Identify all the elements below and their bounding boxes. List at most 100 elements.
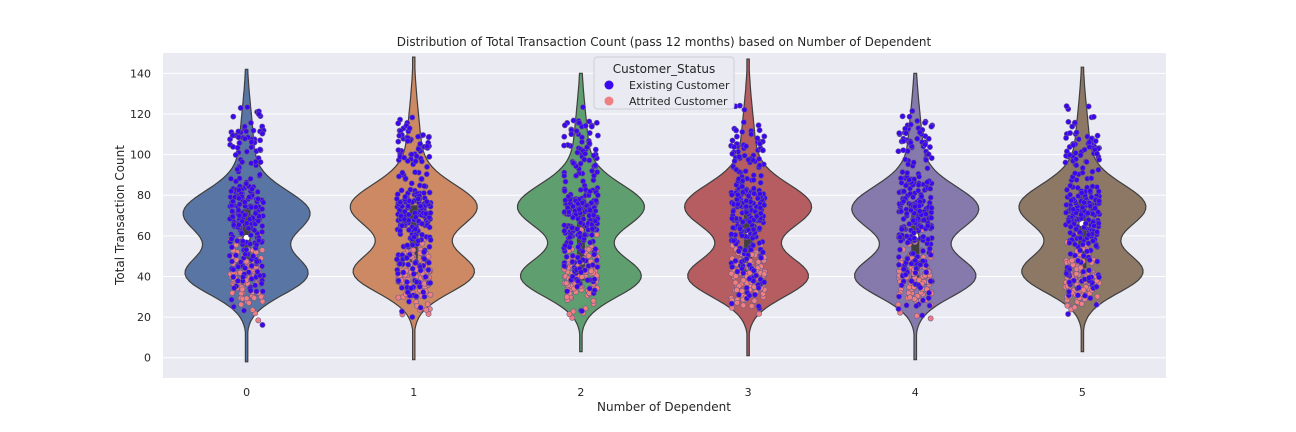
point-existing-4: [895, 148, 902, 155]
point-existing-1: [415, 146, 422, 152]
point-existing-4: [904, 170, 911, 176]
point-existing-5: [1096, 198, 1103, 204]
point-existing-4: [926, 289, 932, 296]
point-existing-1: [415, 237, 422, 244]
point-existing-3: [743, 284, 750, 291]
point-existing-2: [590, 152, 597, 159]
point-attrited-3: [734, 299, 740, 306]
point-existing-3: [733, 127, 739, 134]
point-existing-5: [1087, 295, 1094, 302]
point-existing-1: [409, 314, 416, 320]
point-existing-5: [1085, 231, 1092, 238]
point-attrited-3: [733, 287, 740, 293]
point-existing-3: [743, 203, 750, 210]
point-existing-4: [896, 130, 903, 137]
point-existing-3: [750, 172, 757, 179]
point-existing-0: [248, 144, 255, 151]
point-existing-5: [1063, 135, 1069, 141]
point-existing-4: [925, 151, 932, 158]
point-existing-1: [411, 234, 418, 241]
point-existing-4: [916, 129, 923, 136]
point-existing-2: [561, 122, 568, 129]
point-existing-5: [1067, 251, 1074, 257]
point-existing-0: [257, 146, 263, 153]
point-existing-1: [417, 304, 424, 311]
point-existing-0: [252, 210, 259, 217]
point-existing-5: [1094, 258, 1101, 265]
point-existing-4: [910, 250, 917, 257]
point-existing-3: [728, 231, 735, 238]
point-existing-4: [910, 194, 916, 201]
point-existing-0: [254, 188, 261, 195]
point-existing-1: [405, 261, 412, 268]
point-existing-0: [228, 296, 235, 303]
point-existing-0: [237, 105, 244, 111]
point-existing-4: [913, 303, 920, 309]
point-existing-4: [920, 297, 926, 304]
point-existing-5: [1090, 113, 1097, 120]
point-existing-1: [406, 227, 412, 233]
point-existing-0: [239, 238, 246, 245]
point-existing-4: [926, 302, 933, 309]
point-existing-0: [231, 285, 238, 291]
point-existing-2: [575, 278, 581, 285]
point-existing-3: [741, 106, 748, 113]
point-existing-4: [906, 177, 913, 183]
point-attrited-5: [1073, 270, 1080, 277]
point-existing-5: [1077, 247, 1084, 254]
point-existing-4: [925, 236, 932, 243]
point-existing-0: [230, 266, 237, 273]
point-attrited-5: [1078, 300, 1085, 307]
point-existing-3: [736, 153, 743, 160]
point-attrited-4: [907, 294, 913, 301]
point-existing-1: [426, 224, 433, 231]
point-existing-0: [241, 212, 248, 218]
point-attrited-3: [732, 279, 739, 286]
point-existing-3: [757, 210, 764, 217]
point-existing-0: [235, 128, 242, 135]
point-existing-0: [255, 195, 261, 202]
point-existing-4: [924, 179, 931, 186]
point-existing-2: [561, 228, 568, 234]
point-existing-5: [1086, 257, 1093, 263]
point-existing-4: [928, 204, 935, 211]
point-existing-0: [252, 158, 259, 165]
point-existing-4: [903, 302, 910, 309]
point-existing-0: [253, 288, 260, 295]
point-existing-5: [1065, 311, 1071, 317]
point-existing-5: [1089, 168, 1096, 175]
point-existing-3: [754, 135, 761, 142]
point-existing-3: [728, 300, 735, 307]
point-existing-2: [569, 214, 576, 221]
point-existing-3: [730, 208, 737, 215]
point-existing-1: [422, 274, 429, 280]
point-existing-1: [413, 279, 420, 285]
point-existing-3: [760, 249, 766, 256]
point-existing-1: [405, 211, 412, 218]
point-existing-1: [421, 249, 427, 255]
point-existing-1: [402, 175, 409, 182]
point-existing-0: [252, 204, 259, 210]
point-existing-0: [247, 287, 254, 294]
point-existing-1: [417, 140, 424, 147]
point-existing-1: [417, 267, 424, 274]
point-existing-5: [1084, 210, 1091, 217]
point-existing-2: [561, 187, 568, 194]
y-ticks: 0 20 40 60 80 100 120 140: [130, 67, 151, 364]
point-existing-3: [730, 238, 737, 244]
point-existing-3: [748, 131, 755, 138]
point-existing-1: [418, 158, 425, 165]
point-existing-4: [927, 252, 934, 258]
point-existing-0: [255, 218, 262, 224]
point-existing-0: [233, 252, 239, 259]
point-existing-4: [897, 234, 903, 241]
point-existing-2: [562, 178, 569, 185]
point-existing-4: [916, 208, 923, 215]
point-attrited-2: [563, 280, 570, 287]
point-existing-2: [577, 219, 584, 226]
point-existing-4: [914, 118, 921, 124]
point-existing-4: [918, 193, 925, 200]
point-existing-2: [561, 172, 568, 179]
point-existing-2: [573, 128, 580, 134]
point-existing-1: [412, 226, 419, 233]
